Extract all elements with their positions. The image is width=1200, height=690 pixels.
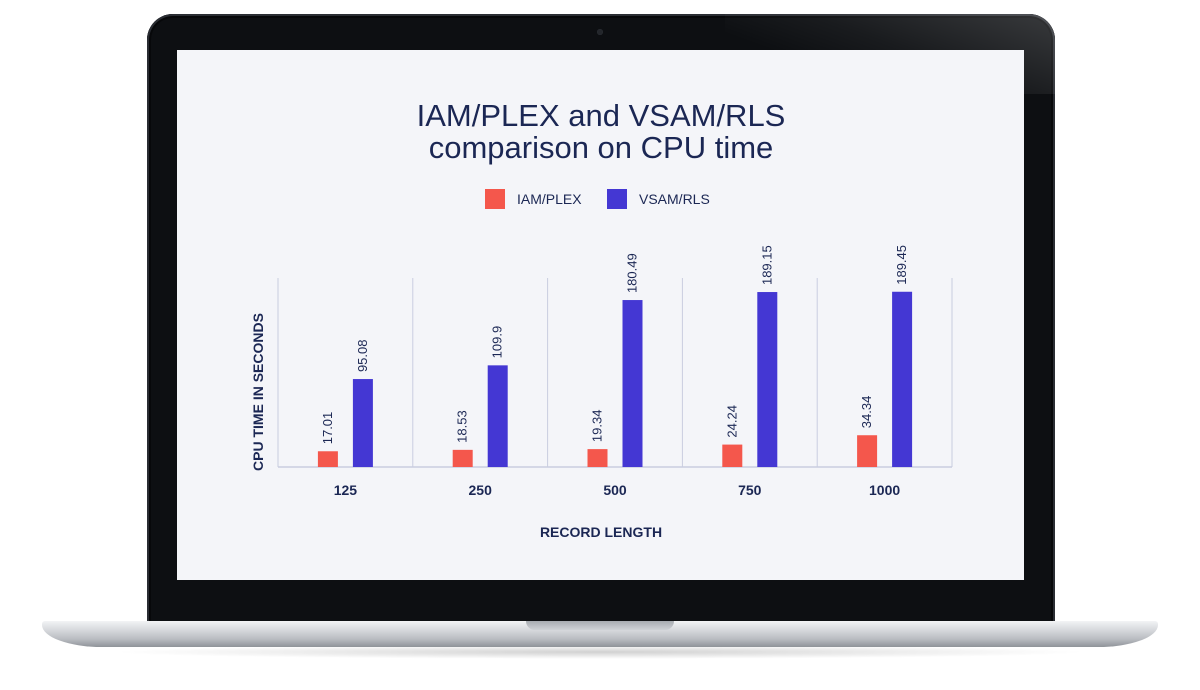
bar-vsam-rls-500 bbox=[622, 300, 643, 467]
bar-vsam-rls-1000 bbox=[892, 291, 913, 467]
laptop-base-notch bbox=[526, 621, 674, 630]
legend-label-vsam-rls: VSAM/RLS bbox=[639, 191, 710, 207]
camera-icon bbox=[597, 29, 603, 35]
value-label-iam-plex-250: 18.53 bbox=[455, 410, 470, 443]
value-label-iam-plex-750: 24.24 bbox=[724, 405, 739, 438]
value-labels: 17.01 95.08 18.53 109.9 19.34 180.49 24.24 189.… bbox=[320, 245, 909, 444]
value-label-iam-plex-500: 19.34 bbox=[590, 410, 605, 443]
value-label-iam-plex-125: 17.01 bbox=[320, 412, 335, 445]
x-tick-label-1000: 1000 bbox=[869, 482, 900, 498]
grid-lines bbox=[277, 278, 953, 468]
bar-iam-plex-750 bbox=[722, 444, 743, 467]
x-tick-label-750: 750 bbox=[738, 482, 762, 498]
x-tick-labels: 125 250 500 750 1000 bbox=[334, 482, 901, 498]
legend-label-iam-plex: IAM/PLEX bbox=[517, 191, 582, 207]
chart-title-line-1: IAM/PLEX and VSAM/RLS bbox=[417, 98, 786, 133]
bar-iam-plex-1000 bbox=[857, 435, 878, 467]
value-label-iam-plex-1000: 34.34 bbox=[859, 396, 874, 429]
x-tick-label-125: 125 bbox=[334, 482, 358, 498]
legend-swatch-iam-plex bbox=[485, 189, 505, 209]
bars bbox=[317, 291, 913, 467]
bar-vsam-rls-125 bbox=[352, 379, 373, 467]
x-tick-label-250: 250 bbox=[469, 482, 493, 498]
value-label-vsam-rls-125: 95.08 bbox=[355, 340, 370, 373]
value-label-vsam-rls-1000: 189.45 bbox=[894, 245, 909, 285]
bar-vsam-rls-250 bbox=[487, 365, 508, 467]
chart-title-line-2: comparison on CPU time bbox=[429, 130, 774, 165]
bar-iam-plex-125 bbox=[317, 451, 338, 467]
value-label-vsam-rls-500: 180.49 bbox=[625, 253, 640, 293]
bar-iam-plex-250 bbox=[452, 449, 473, 467]
chart: IAM/PLEX and VSAM/RLS comparison on CPU … bbox=[250, 98, 953, 540]
x-tick-label-500: 500 bbox=[603, 482, 627, 498]
bar-vsam-rls-750 bbox=[757, 292, 778, 467]
bar-iam-plex-500 bbox=[587, 449, 608, 467]
laptop-screen: IAM/PLEX and VSAM/RLS comparison on CPU … bbox=[177, 50, 1024, 580]
x-axis-title: RECORD LENGTH bbox=[540, 524, 662, 540]
laptop-shadow bbox=[110, 645, 1090, 659]
value-label-vsam-rls-250: 109.9 bbox=[490, 326, 505, 359]
legend: IAM/PLEX VSAM/RLS bbox=[485, 189, 710, 209]
legend-swatch-vsam-rls bbox=[607, 189, 627, 209]
value-label-vsam-rls-750: 189.15 bbox=[759, 245, 774, 285]
y-axis-title: CPU TIME IN SECONDS bbox=[250, 313, 266, 471]
